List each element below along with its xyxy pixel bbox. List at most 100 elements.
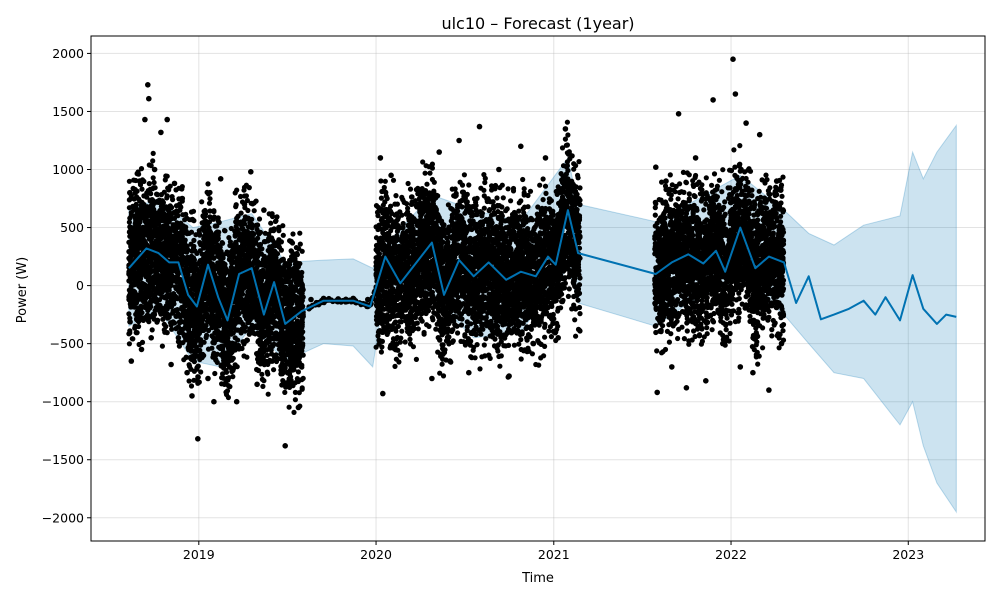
observed-point xyxy=(136,341,142,348)
observed-point xyxy=(174,209,180,215)
observed-point xyxy=(128,247,134,253)
observed-point xyxy=(147,197,153,203)
observed-point xyxy=(202,228,208,234)
observed-point xyxy=(289,367,296,373)
observed-point xyxy=(298,299,304,305)
observed-point xyxy=(127,315,133,321)
observed-point xyxy=(238,257,244,263)
observed-point xyxy=(267,329,273,335)
observed-point xyxy=(152,185,158,191)
observed-point xyxy=(455,330,461,336)
observed-point xyxy=(296,347,302,353)
observed-point xyxy=(244,237,250,243)
observed-point xyxy=(126,293,132,299)
observed-point xyxy=(283,323,289,329)
observed-point xyxy=(271,248,277,254)
observed-point xyxy=(280,257,286,263)
observed-point xyxy=(147,274,153,280)
observed-point xyxy=(254,366,260,373)
observed-point xyxy=(260,383,266,389)
observed-point xyxy=(158,129,164,136)
observed-point xyxy=(200,213,206,219)
observed-point xyxy=(268,220,274,226)
observed-point xyxy=(257,361,264,367)
observed-point xyxy=(136,171,142,177)
observed-point xyxy=(262,282,268,288)
observed-point xyxy=(164,116,170,123)
observed-point xyxy=(232,232,238,238)
observed-point xyxy=(188,229,195,235)
observed-point xyxy=(226,364,233,370)
observed-point xyxy=(268,271,274,277)
observed-point xyxy=(247,278,253,284)
observed-point xyxy=(280,232,286,238)
observed-point xyxy=(195,436,201,442)
observed-point xyxy=(222,228,228,234)
observed-point xyxy=(131,232,137,238)
observed-point xyxy=(207,196,213,202)
observed-point xyxy=(160,234,166,240)
observed-point xyxy=(288,361,294,367)
observed-point xyxy=(254,381,260,388)
observed-point xyxy=(191,257,197,263)
observed-point xyxy=(220,263,226,270)
observed-point xyxy=(299,289,305,295)
observed-point xyxy=(205,247,212,253)
observed-point xyxy=(205,191,212,197)
observed-point xyxy=(245,215,251,221)
observed-point xyxy=(165,185,171,191)
observed-point xyxy=(297,241,303,247)
observed-point xyxy=(164,293,170,299)
observed-point xyxy=(243,193,249,199)
observed-point xyxy=(201,259,207,265)
observed-point xyxy=(282,389,288,395)
observed-point xyxy=(197,248,203,254)
chart-title: ulc10 – Forecast (1year) xyxy=(441,14,634,33)
observed-point xyxy=(216,322,222,328)
observed-point xyxy=(173,251,180,257)
observed-point xyxy=(497,363,503,369)
observed-point xyxy=(250,303,256,309)
observed-point xyxy=(156,261,162,267)
observed-point xyxy=(249,289,255,295)
observed-point xyxy=(479,354,485,360)
observed-point xyxy=(151,179,157,186)
observed-point xyxy=(211,245,217,251)
observed-point xyxy=(228,327,234,333)
observed-point xyxy=(288,294,294,300)
observed-point xyxy=(245,261,251,267)
observed-point xyxy=(221,296,228,302)
observed-point xyxy=(285,328,291,334)
observed-point xyxy=(211,398,217,405)
observed-point xyxy=(135,292,141,298)
observed-point xyxy=(241,252,247,258)
observed-point xyxy=(159,343,165,349)
observed-point xyxy=(169,268,175,274)
observed-point xyxy=(163,173,169,179)
observed-point xyxy=(232,266,238,272)
observed-point xyxy=(130,185,136,191)
y-axis-label: Power (W) xyxy=(15,257,30,323)
observed-point xyxy=(136,226,142,232)
observed-point xyxy=(276,324,282,330)
observed-point xyxy=(206,239,212,245)
observed-point xyxy=(492,336,498,342)
observed-point xyxy=(291,409,297,415)
observed-point xyxy=(234,327,240,333)
observed-point xyxy=(202,238,208,245)
observed-point xyxy=(283,384,289,390)
observed-point xyxy=(138,303,144,309)
observed-point xyxy=(135,210,141,216)
observed-point xyxy=(159,205,165,211)
observed-point xyxy=(276,224,282,231)
observed-point xyxy=(203,334,209,341)
observed-point xyxy=(256,216,263,222)
observed-point xyxy=(206,219,213,225)
observed-point xyxy=(287,305,293,312)
observed-point xyxy=(135,316,141,323)
observed-point xyxy=(276,273,282,280)
observed-point xyxy=(146,205,152,212)
observed-point xyxy=(265,391,271,397)
observed-point xyxy=(188,348,194,354)
